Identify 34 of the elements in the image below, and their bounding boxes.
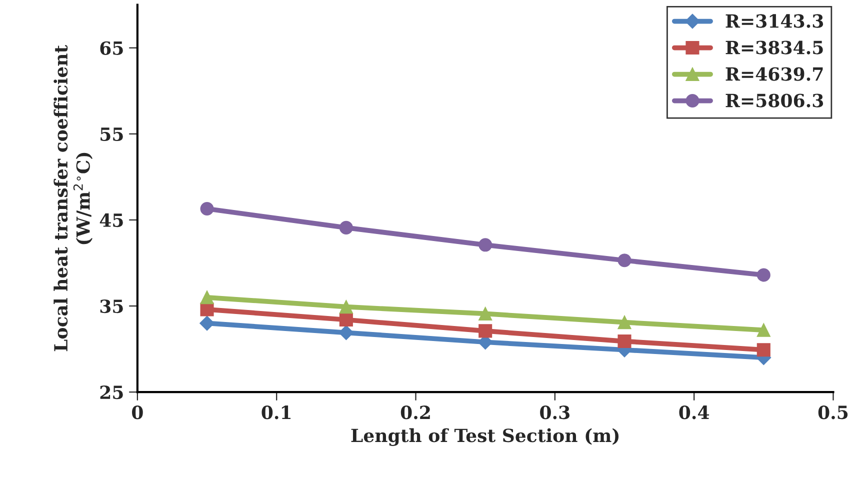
x-tick-label: 0.2 [400,406,430,420]
y-tick-label: 65 [100,41,123,55]
point [200,202,214,216]
x-tick-label: 0 [132,406,143,420]
point [618,254,632,268]
y-axis-title: Local heat transfer coefficient (W/m$^{2∘}$C) [54,44,92,352]
point [618,334,632,348]
y-tick-label: 45 [100,213,123,228]
point [478,238,492,252]
x-axis-title: Length of Test Section (m) [351,428,619,446]
point [200,316,214,331]
point [478,306,492,321]
legend-label: R=5806.3 [726,94,824,108]
point [339,312,353,327]
x-tick-label: 0.3 [540,406,570,420]
legend-label: R=3143.3 [726,14,824,28]
y-tick-label: 55 [100,128,123,142]
y-tick-label: 35 [100,299,123,314]
point [339,300,353,314]
point [339,220,353,234]
point [200,302,214,316]
legend-label: R=4639.7 [726,67,823,81]
point [618,316,632,330]
y-tick-label: 25 [100,386,123,400]
x-tick-label: 0.4 [679,406,710,420]
point [338,325,354,340]
x-tick-label: 0.1 [262,406,291,420]
legend-label: R=3834.5 [726,40,823,54]
point [756,323,770,337]
point [756,268,770,282]
point [756,343,770,357]
x-tick-label: 0.5 [818,406,848,420]
point [478,324,492,338]
point [200,290,214,304]
